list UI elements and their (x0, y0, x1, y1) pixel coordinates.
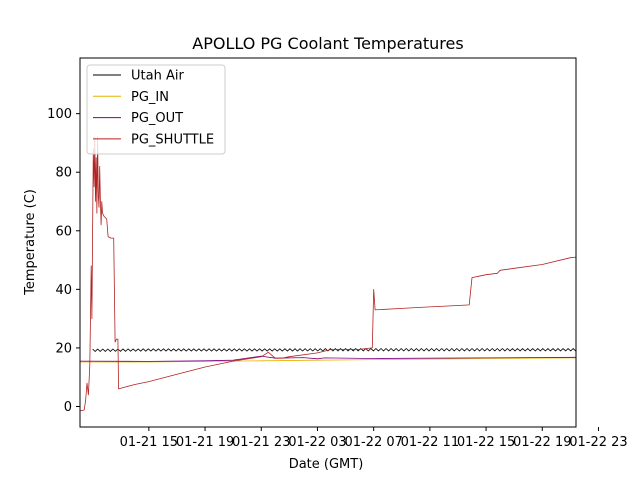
legend: Utah Air PG_IN PG_OUT PG_SHUTTLE (86, 64, 226, 155)
y-axis: 0 20 40 60 80 100 (47, 107, 80, 415)
x-tick-label: 01-21 15 (120, 435, 178, 450)
x-tick-label: 01-22 07 (344, 435, 402, 450)
x-tick-label: 01-22 03 (288, 435, 346, 450)
y-tick-label: 0 (64, 400, 72, 415)
series-line-pg-out (79, 355, 577, 362)
y-tick-label: 20 (55, 341, 72, 356)
y-tick-label: 40 (55, 283, 72, 298)
series-group (79, 136, 577, 412)
series-line-pg-shuttle (79, 136, 577, 412)
x-axis-label: Date (GMT) (289, 457, 364, 472)
legend-label: PG_SHUTTLE (131, 132, 214, 147)
x-tick-label: 01-22 11 (401, 435, 459, 450)
x-tick-label: 01-21 23 (232, 435, 290, 450)
y-tick-label: 60 (55, 224, 72, 239)
x-tick-label: 01-22 15 (457, 435, 515, 450)
plot-frame (79, 57, 577, 428)
legend-label: PG_IN (131, 90, 169, 105)
x-tick-label: 01-22 19 (513, 435, 571, 450)
x-tick-label: 01-21 19 (176, 435, 234, 450)
legend-label: Utah Air (131, 69, 184, 84)
y-tick-label: 100 (47, 107, 72, 122)
series-line-pg-in (80, 357, 577, 363)
x-tick-label: 01-22 23 (569, 435, 627, 450)
y-axis-label: Temperature (C) (23, 189, 38, 296)
legend-label: PG_OUT (131, 111, 183, 126)
y-tick-label: 80 (55, 166, 72, 181)
legend-box (86, 64, 226, 155)
chart-title: APOLLO PG Coolant Temperatures (192, 34, 463, 53)
